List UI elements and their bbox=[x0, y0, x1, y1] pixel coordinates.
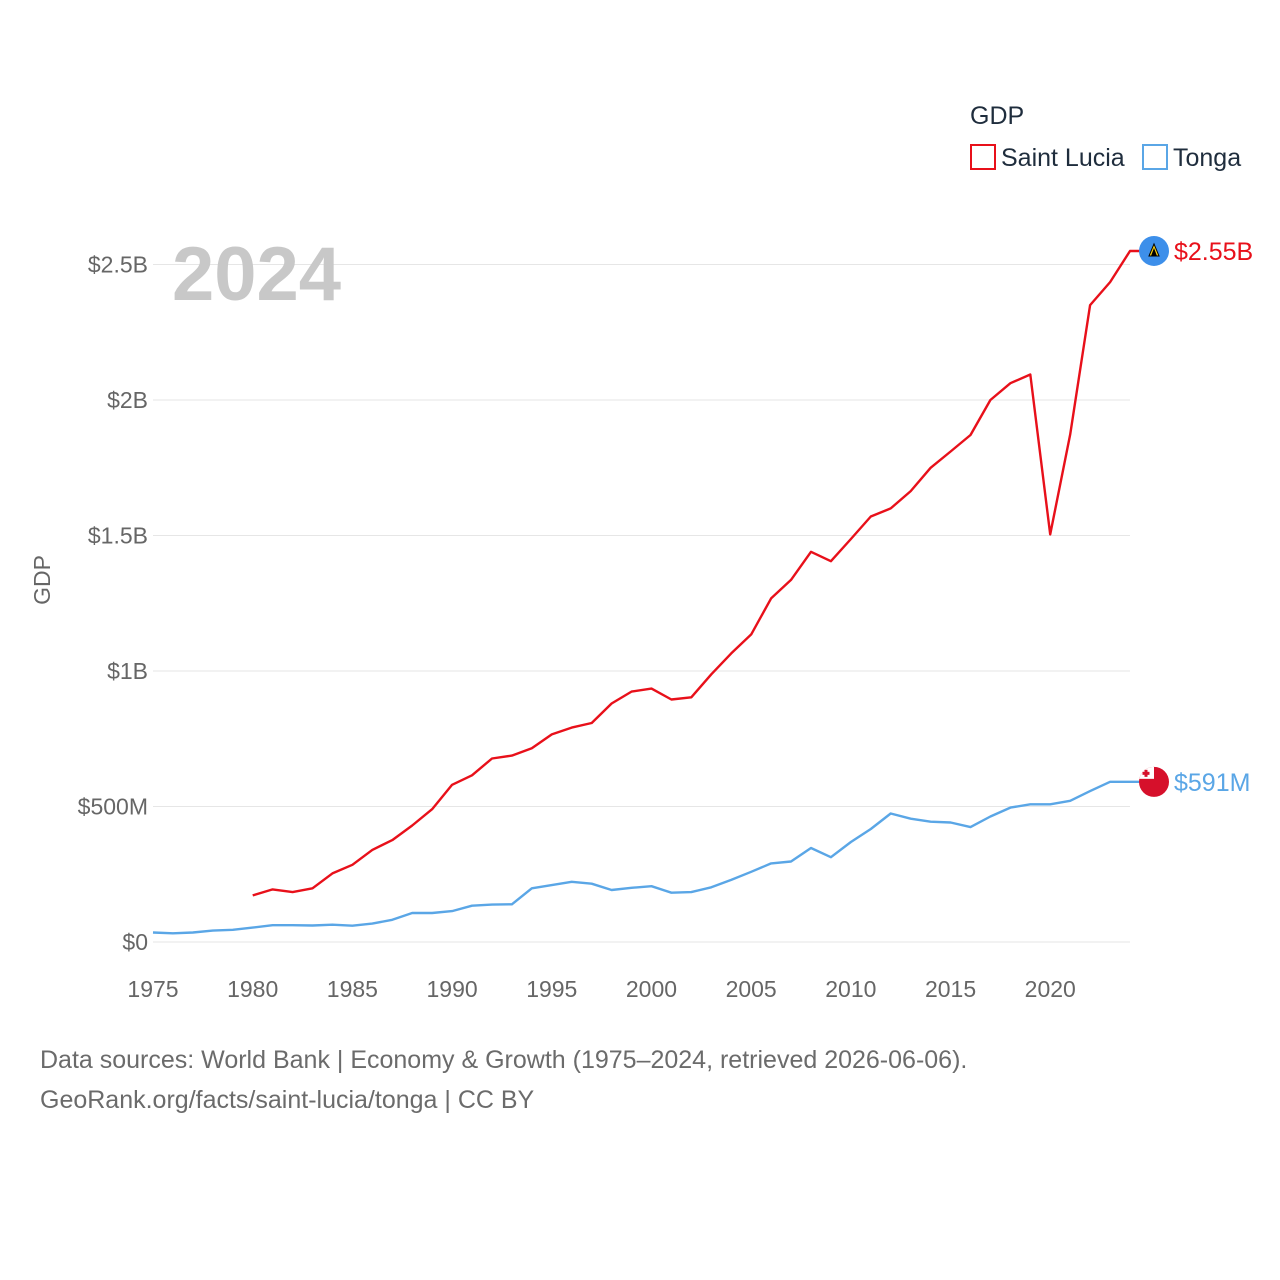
attribution-text: GeoRank.org/facts/saint-lucia/tonga | CC… bbox=[40, 1086, 535, 1114]
end-value-label-tonga: $591M bbox=[1174, 769, 1250, 797]
end-value-label-saint-lucia: $2.55B bbox=[1174, 238, 1253, 266]
series-line-saint-lucia bbox=[252, 249, 1140, 897]
y-axis-title: GDP bbox=[29, 555, 55, 605]
legend-label-tonga: Tonga bbox=[1173, 144, 1241, 172]
y-axis-ticks: $0 $500M $1B $1.5B $2B $2.5B bbox=[78, 252, 148, 956]
x-tick-label: 1990 bbox=[426, 976, 477, 1002]
series-line-tonga bbox=[152, 780, 1140, 935]
legend-swatch-tonga bbox=[1142, 144, 1168, 170]
y-tick-label: $1.5B bbox=[88, 523, 148, 549]
x-tick-label: 1985 bbox=[327, 976, 378, 1002]
legend-item-saint-lucia[interactable]: Saint Lucia bbox=[970, 144, 1125, 172]
y-tick-label: $500M bbox=[78, 794, 148, 820]
gridlines bbox=[153, 264, 1130, 943]
legend-title: GDP bbox=[970, 102, 1024, 130]
x-tick-label: 1995 bbox=[526, 976, 577, 1002]
x-tick-label: 2000 bbox=[626, 976, 677, 1002]
end-markers: $2.55B $591M bbox=[1139, 235, 1253, 797]
x-tick-label: 2015 bbox=[925, 976, 976, 1002]
tonga-flag-icon bbox=[1139, 766, 1169, 797]
y-tick-label: $0 bbox=[122, 929, 148, 955]
data-sources-text: Data sources: World Bank | Economy & Gro… bbox=[40, 1046, 968, 1074]
x-tick-label: 1975 bbox=[127, 976, 178, 1002]
y-tick-label: $1B bbox=[107, 658, 148, 684]
legend-swatch-saint-lucia bbox=[970, 144, 996, 170]
x-tick-label: 1980 bbox=[227, 976, 278, 1002]
x-tick-label: 2005 bbox=[726, 976, 777, 1002]
legend-label-saint-lucia: Saint Lucia bbox=[1001, 144, 1125, 172]
legend-item-tonga[interactable]: Tonga bbox=[1142, 144, 1241, 172]
x-axis-ticks: 1975 1980 1985 1990 1995 2000 2005 2010 2015 2020 bbox=[127, 976, 1075, 1002]
x-tick-label: 2010 bbox=[825, 976, 876, 1002]
footer: Data sources: World Bank | Economy & Gro… bbox=[40, 1040, 967, 1120]
gdp-line-chart: $0 $500M $1B $1.5B $2B $2.5B 1975 1980 1985 1990… bbox=[29, 102, 1253, 1002]
y-tick-label: $2B bbox=[107, 387, 148, 413]
year-label: 2024 bbox=[172, 232, 341, 317]
saint-lucia-flag-icon bbox=[1139, 235, 1169, 266]
y-tick-label: $2.5B bbox=[88, 252, 148, 278]
series-lines bbox=[152, 249, 1140, 935]
x-tick-label: 2020 bbox=[1025, 976, 1076, 1002]
